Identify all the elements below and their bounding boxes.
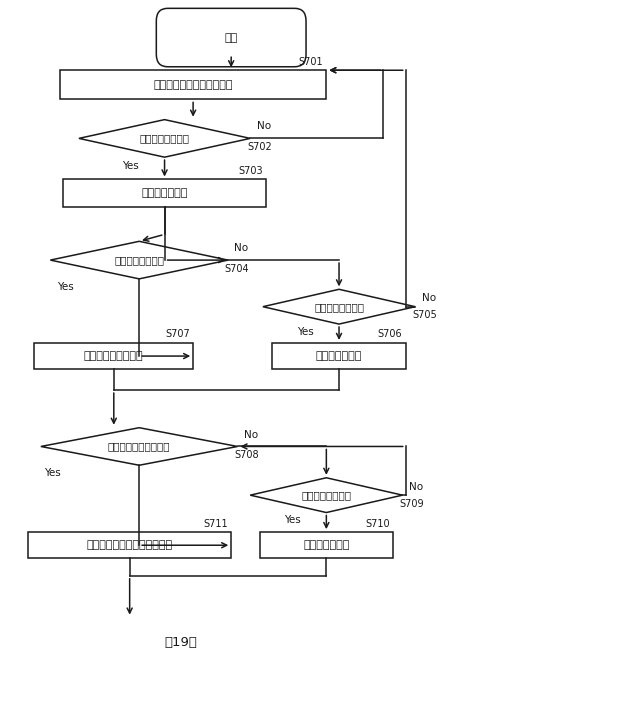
Bar [60, 70, 326, 100]
Text: S708: S708 [234, 450, 259, 460]
Text: S711: S711 [204, 519, 228, 529]
Polygon shape [263, 290, 415, 324]
Text: Yes: Yes [284, 515, 301, 525]
Text: 受信待機期間を決定: 受信待機期間を決定 [84, 351, 143, 361]
Text: 受信装置を待機状態に制御: 受信装置を待機状態に制御 [154, 80, 233, 90]
Bar [63, 179, 266, 207]
Text: No: No [409, 482, 423, 491]
Text: No: No [257, 121, 271, 131]
Polygon shape [41, 428, 237, 465]
Text: Yes: Yes [297, 327, 314, 337]
Text: 制御情報を受信？: 制御情報を受信？ [114, 255, 164, 265]
Text: S709: S709 [399, 498, 424, 509]
Text: Yes: Yes [44, 468, 61, 478]
Text: 開始: 開始 [225, 32, 238, 43]
Text: 起動情報を受信？: 起動情報を受信？ [140, 133, 189, 144]
Bar [35, 343, 193, 369]
Text: S701: S701 [298, 57, 323, 67]
Text: No: No [422, 293, 436, 304]
Text: Yes: Yes [122, 161, 139, 170]
Text: 起動情報を受信？: 起動情報を受信？ [301, 490, 351, 500]
Text: S710: S710 [365, 519, 390, 529]
Bar [260, 532, 393, 559]
Text: No: No [234, 243, 248, 253]
Polygon shape [250, 478, 403, 512]
Text: S704: S704 [225, 264, 250, 273]
Text: No: No [244, 430, 258, 440]
Polygon shape [79, 120, 250, 157]
Text: 起動情報を送信: 起動情報を送信 [303, 540, 349, 550]
Text: 待機終了時点が到来？: 待機終了時点が到来？ [108, 442, 170, 451]
Text: 図19へ: 図19へ [164, 636, 197, 649]
Text: 受信装置を非待機状態に制御: 受信装置を非待機状態に制御 [86, 540, 173, 550]
Text: S703: S703 [238, 166, 263, 176]
Text: S705: S705 [412, 310, 436, 320]
Text: S706: S706 [378, 329, 403, 339]
Bar [273, 343, 406, 369]
Text: 起動情報を送信: 起動情報を送信 [141, 189, 188, 198]
Text: 起動情報を受信？: 起動情報を受信？ [314, 301, 364, 312]
Text: S707: S707 [165, 329, 190, 339]
Text: S702: S702 [247, 142, 272, 152]
Polygon shape [51, 241, 228, 279]
Text: 起動情報を送信: 起動情報を送信 [316, 351, 362, 361]
Text: Yes: Yes [57, 283, 74, 292]
Bar [28, 532, 231, 559]
FancyBboxPatch shape [156, 8, 306, 67]
